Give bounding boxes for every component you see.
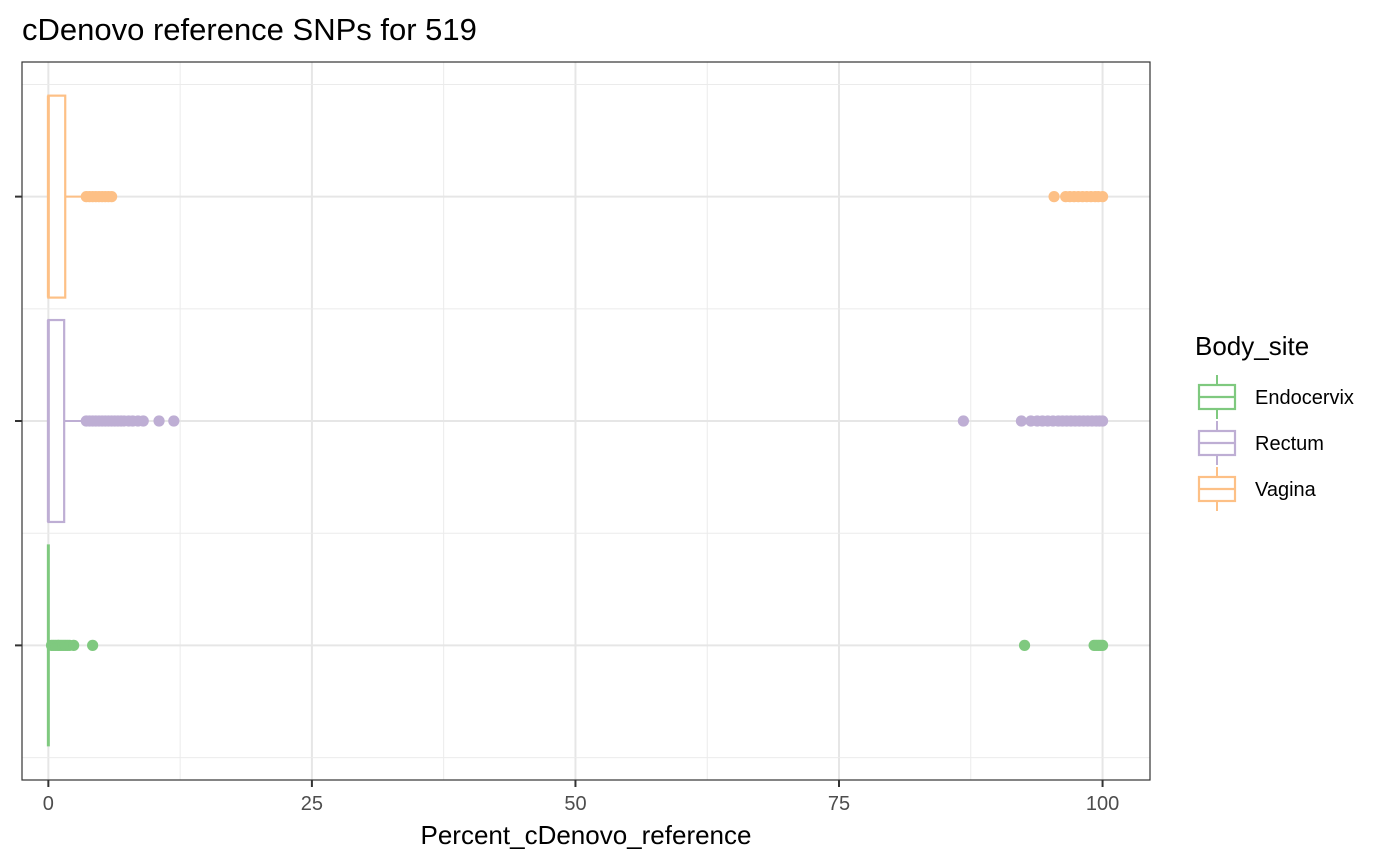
x-tick-label: 100: [1086, 793, 1119, 815]
legend: Body_site Endocervix Rectum Vagina: [1195, 331, 1354, 511]
legend-item-vagina: Vagina: [1197, 467, 1317, 511]
outliers-layer: [45, 191, 1109, 651]
chart-title: cDenovo reference SNPs for 519: [22, 12, 477, 47]
outlier-point: [168, 415, 180, 427]
legend-title: Body_site: [1195, 331, 1309, 361]
outlier-point: [106, 191, 118, 203]
grid-lines: [22, 62, 1150, 780]
legend-label: Rectum: [1255, 433, 1324, 455]
legend-item-endocervix: Endocervix: [1197, 375, 1354, 419]
x-axis-title: Percent_cDenovo_reference: [421, 820, 752, 850]
outlier-point: [1015, 415, 1027, 427]
legend-label: Vagina: [1255, 479, 1317, 501]
legend-item-rectum: Rectum: [1197, 421, 1324, 465]
outlier-point: [957, 415, 970, 427]
outlier-point: [68, 639, 80, 651]
box-vagina: [46, 94, 86, 299]
boxes-layer: [46, 94, 86, 747]
outlier-point: [1096, 191, 1109, 203]
outlier-point: [1096, 639, 1109, 651]
outlier-point: [153, 415, 165, 427]
outlier-point: [1018, 639, 1031, 651]
x-tick-label: 0: [43, 793, 54, 815]
box-rect: [47, 318, 66, 524]
box-rect: [47, 94, 67, 299]
x-tick-label: 25: [301, 793, 323, 815]
axes-layer: 0 25 50 75 100: [15, 195, 1119, 815]
x-tick-label: 75: [828, 793, 850, 815]
legend-label: Endocervix: [1255, 387, 1354, 409]
outlier-point: [1096, 415, 1109, 427]
outlier-point: [137, 415, 149, 427]
outlier-point: [87, 639, 99, 651]
outlier-point: [1048, 191, 1060, 203]
x-tick-label: 50: [564, 793, 586, 815]
